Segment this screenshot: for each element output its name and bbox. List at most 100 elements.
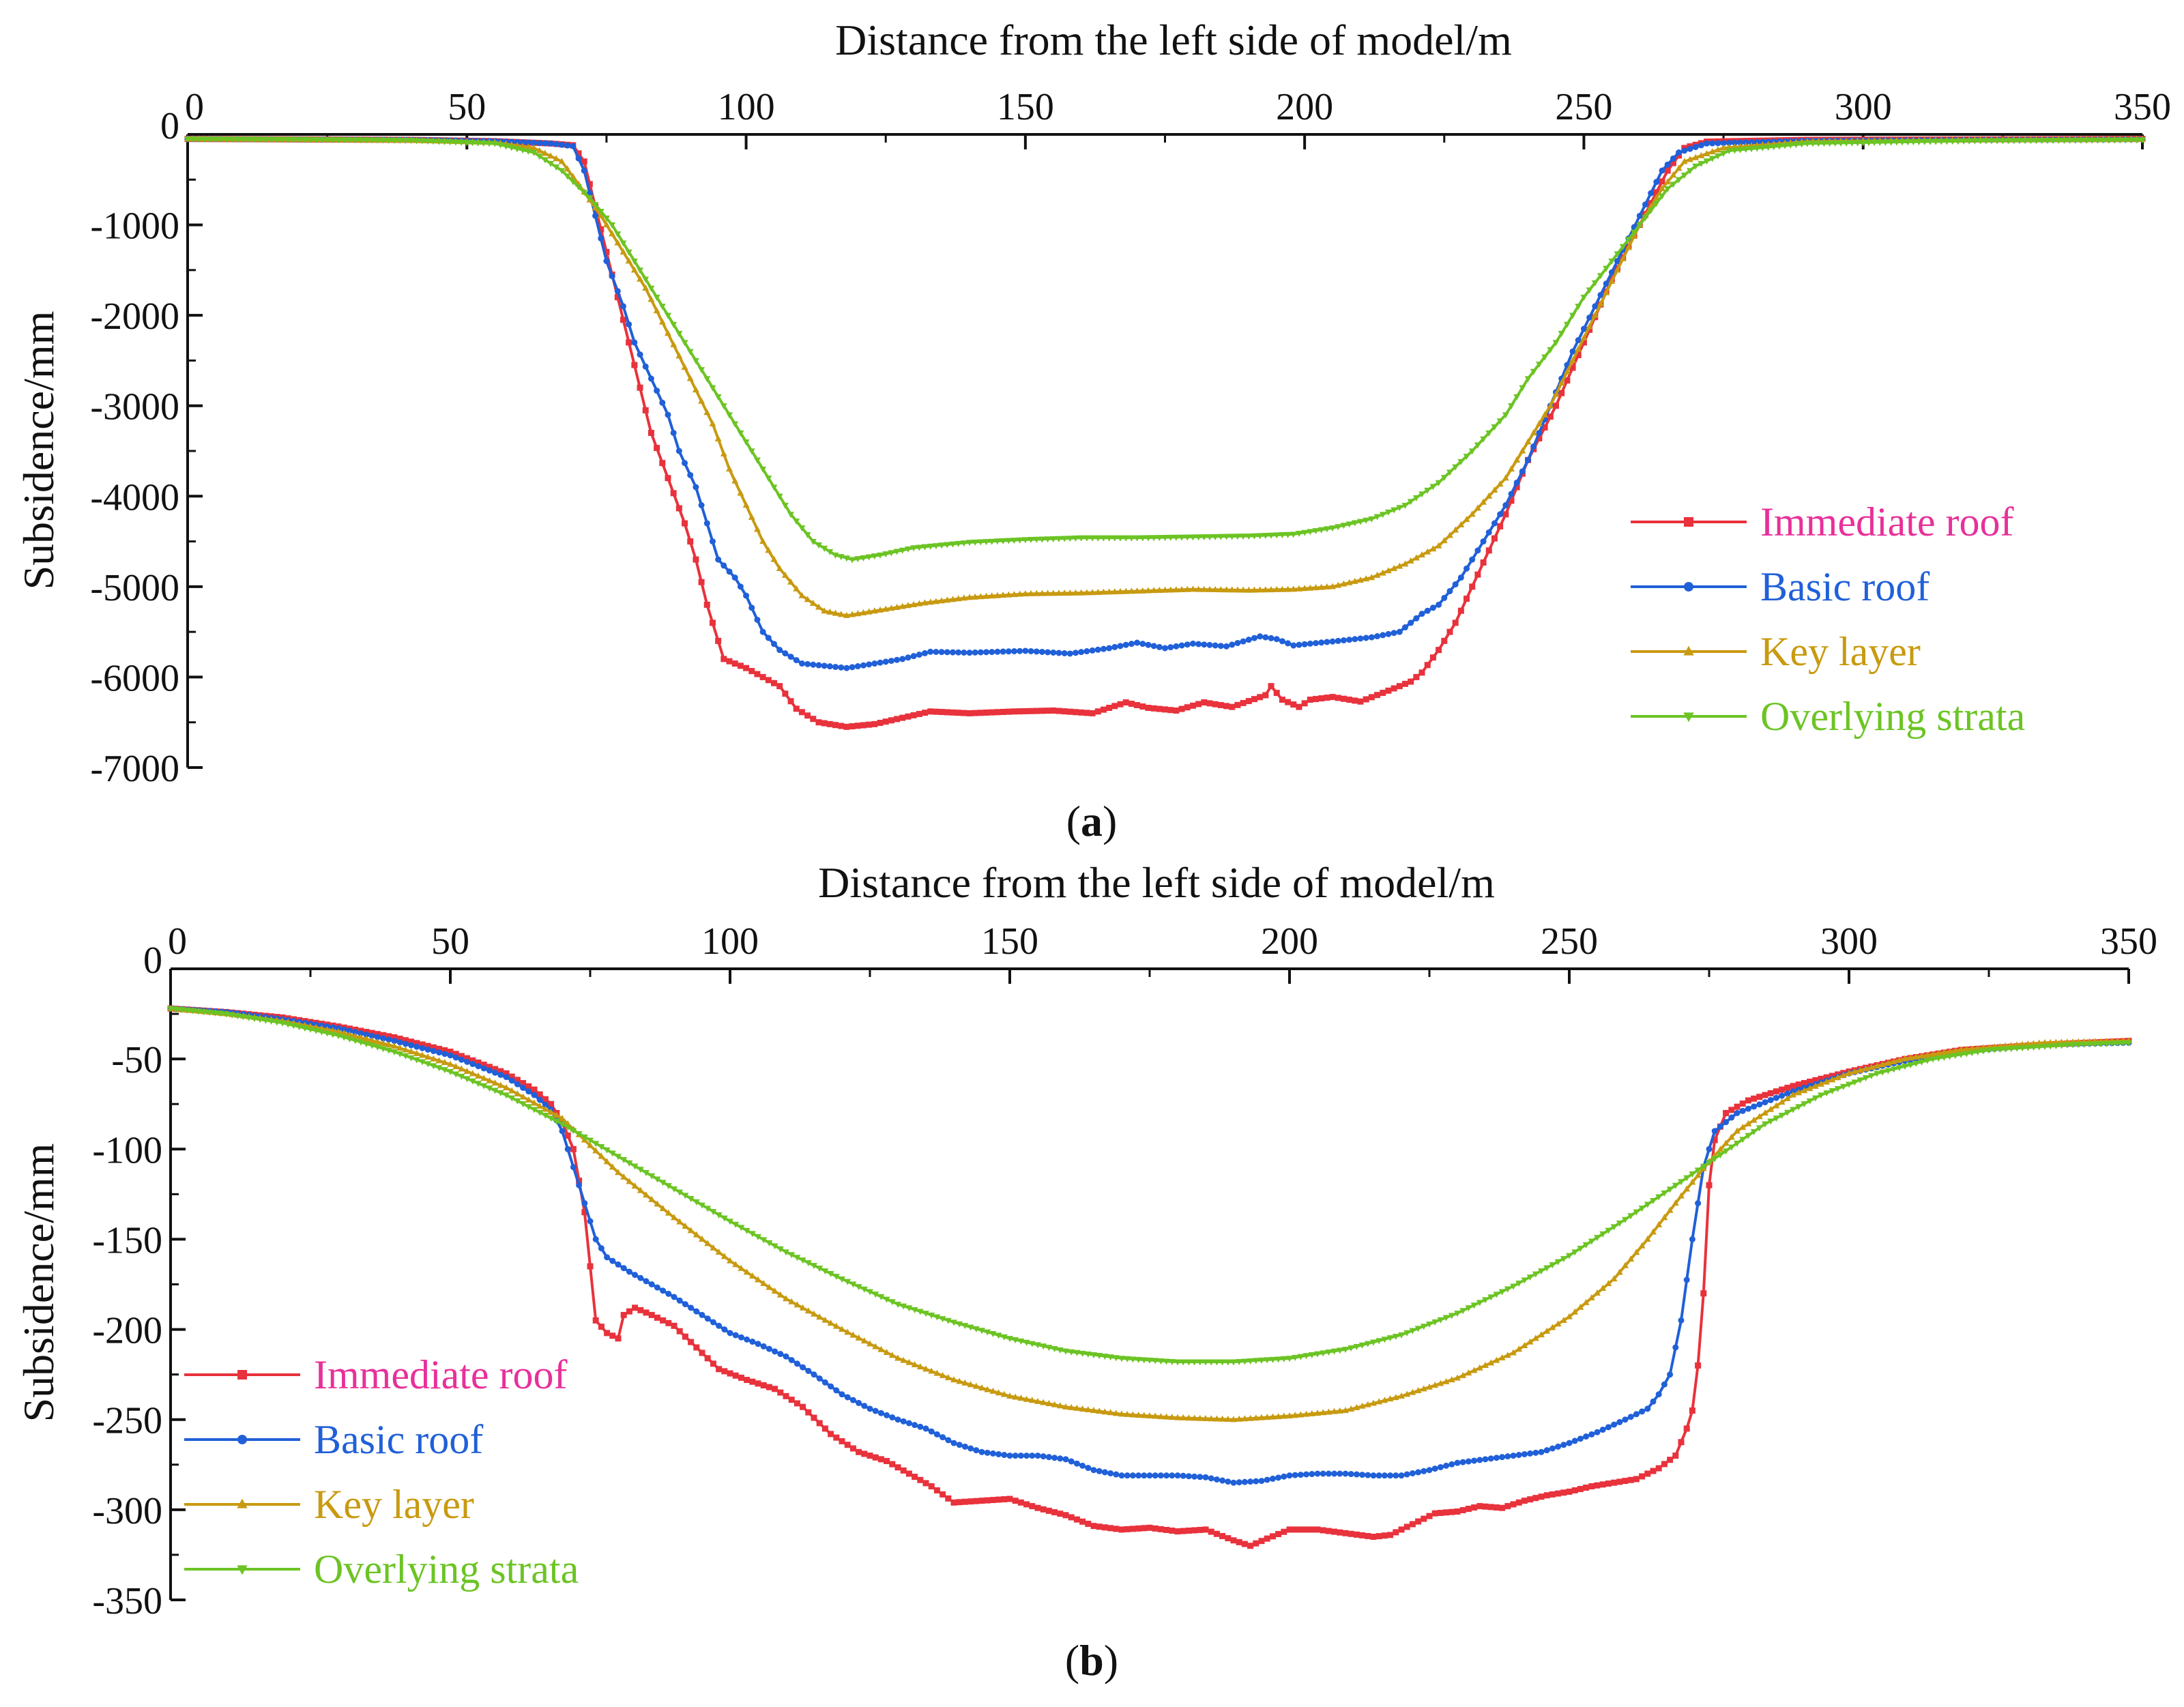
x-axis-title-a: Distance from the left side of model/m xyxy=(835,16,1512,64)
data-point xyxy=(2005,138,2012,145)
data-point xyxy=(877,1410,884,1416)
data-point xyxy=(776,493,783,500)
data-point xyxy=(1429,604,1436,611)
data-point xyxy=(815,719,822,726)
data-point xyxy=(1599,1285,1607,1292)
data-point xyxy=(872,1292,879,1298)
data-point xyxy=(2069,1042,2076,1049)
data-point xyxy=(1661,1461,1668,1468)
data-point xyxy=(900,1418,907,1425)
data-point xyxy=(1302,1353,1310,1360)
data-point xyxy=(368,1042,376,1049)
data-point xyxy=(597,211,605,218)
data-point xyxy=(961,1379,969,1386)
data-point xyxy=(1140,1412,1148,1418)
data-point xyxy=(1212,701,1219,707)
data-point xyxy=(772,1348,778,1355)
data-point xyxy=(1611,1479,1618,1486)
data-point xyxy=(1055,650,1062,656)
data-point xyxy=(1463,454,1470,461)
data-point xyxy=(1264,1535,1270,1542)
data-point xyxy=(1051,1455,1058,1461)
data-point xyxy=(1066,650,1073,657)
data-point xyxy=(783,1295,789,1302)
data-point xyxy=(660,1287,667,1294)
data-point xyxy=(1469,583,1476,590)
data-point xyxy=(832,609,839,616)
data-point xyxy=(1368,516,1375,523)
data-point xyxy=(1290,531,1297,538)
data-point xyxy=(642,407,649,413)
data-point xyxy=(475,1059,482,1066)
y-tick-label: 0 xyxy=(160,105,179,147)
data-point xyxy=(1163,1526,1170,1533)
data-point xyxy=(710,1360,716,1367)
data-point xyxy=(1357,519,1364,525)
data-point xyxy=(1180,1528,1186,1534)
data-point xyxy=(849,664,856,671)
data-point xyxy=(614,288,621,295)
data-point xyxy=(1352,697,1358,704)
data-point xyxy=(759,466,767,473)
data-point xyxy=(1331,1470,1338,1477)
data-point xyxy=(464,1055,471,1062)
data-point xyxy=(749,1339,756,1345)
data-point xyxy=(1464,565,1470,572)
data-point xyxy=(654,1176,661,1183)
data-point xyxy=(1554,1320,1562,1327)
data-point xyxy=(899,656,906,662)
data-point xyxy=(1028,1397,1036,1403)
series-group-a xyxy=(184,135,2146,730)
data-point xyxy=(1448,1508,1455,1515)
data-point xyxy=(1253,1478,1260,1485)
data-point xyxy=(1508,465,1515,472)
data-point xyxy=(1670,171,1677,178)
data-point xyxy=(1296,585,1302,592)
data-point xyxy=(447,1052,454,1059)
data-point xyxy=(1268,683,1275,690)
data-point xyxy=(1638,1206,1646,1212)
data-point xyxy=(888,604,895,611)
data-point xyxy=(1236,1538,1242,1545)
data-point xyxy=(888,717,894,724)
data-point xyxy=(1034,1504,1041,1511)
data-point xyxy=(1717,1123,1723,1130)
data-point xyxy=(1206,700,1213,707)
data-point xyxy=(743,665,750,671)
data-point xyxy=(665,1319,672,1326)
data-point xyxy=(1935,1055,1942,1062)
data-point xyxy=(783,1249,789,1256)
data-point xyxy=(1678,1317,1685,1324)
data-point xyxy=(1050,707,1057,714)
data-point xyxy=(1391,564,1398,571)
data-point xyxy=(475,1081,482,1088)
data-point xyxy=(916,1309,924,1315)
data-point xyxy=(647,429,654,436)
data-point xyxy=(828,1383,834,1390)
data-point xyxy=(1468,510,1476,517)
data-point xyxy=(839,1391,845,1398)
data-point xyxy=(1157,1526,1164,1532)
data-point xyxy=(1689,1236,1695,1242)
data-point xyxy=(832,552,839,559)
data-point xyxy=(755,1276,761,1283)
data-point xyxy=(1185,1528,1192,1534)
data-point xyxy=(1262,692,1269,699)
data-point xyxy=(950,1440,957,1446)
data-point xyxy=(1857,1077,1864,1084)
data-point xyxy=(665,1290,672,1297)
data-point xyxy=(1555,1443,1562,1450)
data-point xyxy=(570,1128,577,1135)
data-point xyxy=(693,1199,700,1206)
data-point xyxy=(430,1044,437,1051)
data-point xyxy=(2111,137,2119,144)
data-point xyxy=(933,648,940,655)
data-point xyxy=(1564,377,1571,384)
data-point xyxy=(888,550,895,557)
data-point xyxy=(1258,1478,1265,1485)
data-point xyxy=(760,1343,767,1349)
data-point xyxy=(665,330,671,336)
data-point xyxy=(1784,1090,1791,1097)
data-point xyxy=(391,1042,398,1049)
data-point xyxy=(905,713,912,720)
